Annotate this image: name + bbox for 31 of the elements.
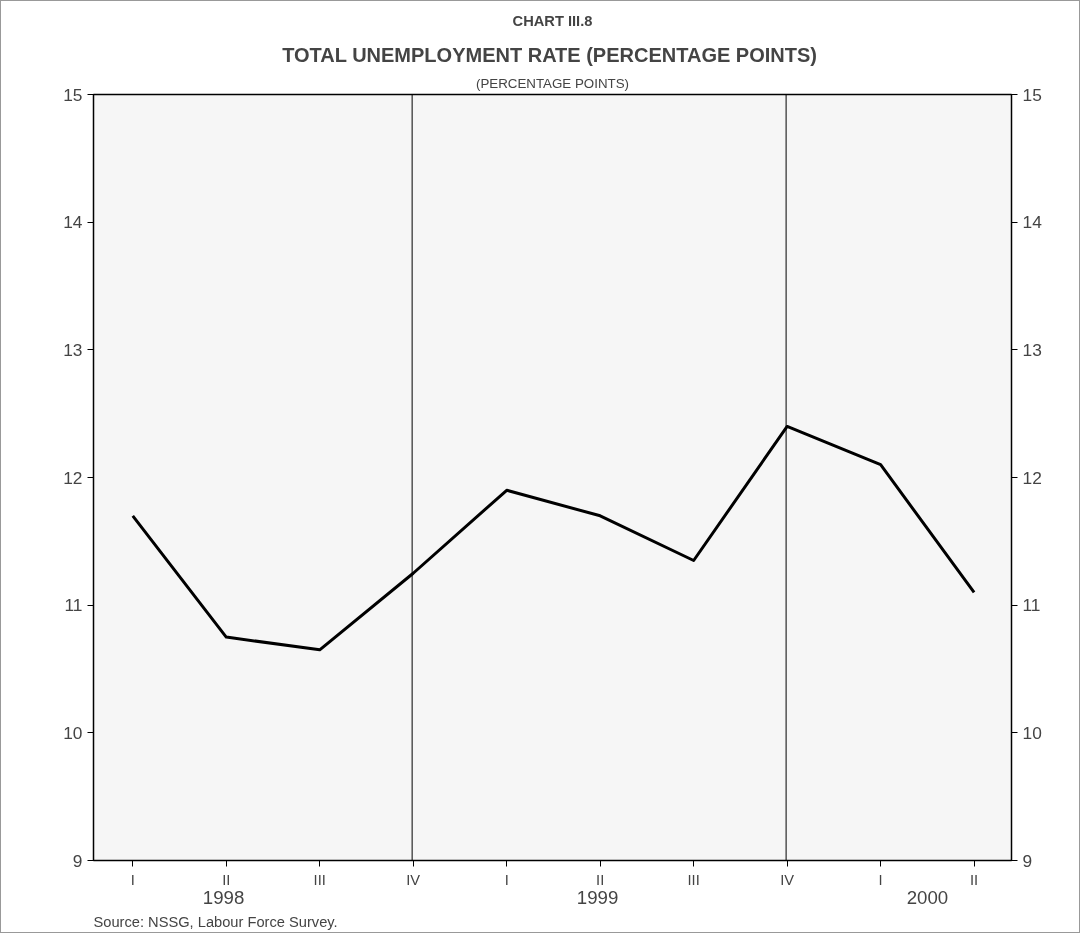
y-tick-label: 15 [63, 84, 83, 105]
source-note: Source: NSSG, Labour Force Survey. [93, 913, 338, 930]
x2-tick-label: 1998 [202, 886, 245, 908]
y2-tick-label: 10 [1022, 722, 1042, 743]
x-tick-label: II [596, 871, 605, 888]
y-tick-label: 14 [63, 212, 83, 233]
y2-tick-label: 9 [1022, 850, 1033, 871]
y-tick-label: 13 [63, 339, 83, 360]
x-tick-label: I [130, 871, 135, 888]
y2-tick-label: 11 [1022, 595, 1041, 616]
x-tick-label: IV [406, 871, 421, 888]
x-tick-label: I [504, 871, 509, 888]
y-tick-label: 12 [63, 467, 83, 488]
y2-tick-label: 14 [1022, 212, 1043, 233]
x-tick-label: IV [780, 871, 795, 888]
x-tick-label: I [878, 871, 883, 888]
x-tick-label: III [687, 871, 700, 888]
text: (PERCENTAGE POINTS) [475, 75, 630, 91]
chart-subtitle: TOTAL UNEMPLOYMENT RATE (PERCENTAGE POINTS) [282, 43, 817, 66]
y2-tick-label: 13 [1022, 339, 1042, 360]
y2-tick-label: 12 [1022, 467, 1042, 488]
y-tick-label: 9 [72, 850, 83, 871]
y-tick-label: 11 [64, 595, 83, 616]
x2-tick-label: 1999 [576, 886, 619, 908]
chart-title: CHART III.8 [512, 12, 593, 29]
y2-tick-label: 15 [1022, 84, 1042, 105]
y-tick-label: 10 [63, 722, 83, 743]
x-tick-label: II [970, 871, 979, 888]
x-tick-label: III [313, 871, 326, 888]
x-tick-label: II [222, 871, 231, 888]
x2-tick-label: 2000 [906, 886, 949, 908]
